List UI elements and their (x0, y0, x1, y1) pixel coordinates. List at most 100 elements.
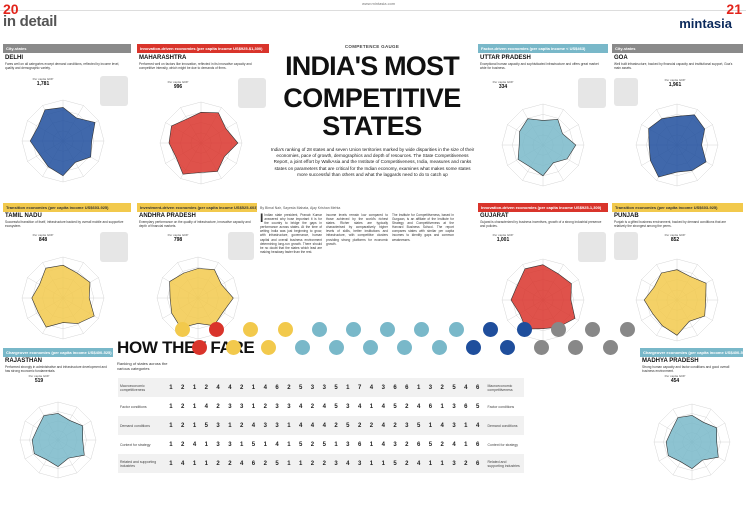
rank-cell: 5 (475, 403, 480, 410)
rank-cell: 3 (216, 441, 220, 448)
rank-cell: 2 (389, 416, 401, 435)
rank-cell: 1 (424, 416, 437, 435)
rank-cell: 4 (412, 454, 425, 473)
rank-cell: 1 (412, 378, 425, 397)
rank-cell: 4 (452, 441, 456, 448)
gdp-label: Per capita GDP (28, 374, 50, 378)
rank-cell: 3 (400, 416, 413, 435)
rank-cell: 2 (212, 454, 224, 473)
rank-cell: 2 (181, 441, 185, 448)
table-row: Demand conditions 1 2 1 5 3 1 2 4 3 3 1 4 4 4 2 5 2 2 4 2 3 5 1… (118, 416, 524, 435)
state-category-icon (397, 340, 413, 355)
rank-cell: 4 (471, 416, 484, 435)
rank-cell: 2 (200, 378, 213, 397)
rank-cell: 4 (247, 416, 260, 435)
gdp-label: Per capita GDP (664, 374, 686, 378)
rank-cell: 3 (212, 416, 224, 435)
rank-cell: 2 (235, 378, 248, 397)
rank-cell: 3 (424, 378, 437, 397)
rank-cell: 5 (334, 403, 338, 410)
section-subtitle: Ranking of states across the various cat… (117, 361, 168, 371)
rank-cell: 1 (188, 416, 201, 435)
rank-cell: 3 (240, 403, 244, 410)
rank-cell: 4 (259, 378, 272, 397)
rank-cell: 4 (294, 416, 307, 435)
rank-cell: 6 (471, 454, 484, 473)
india-map-icon (614, 78, 638, 106)
rank-cell: 2 (181, 403, 185, 410)
row-label: Context for strategy (120, 442, 151, 447)
rank-cell: 2 (176, 378, 189, 397)
radar-series (169, 268, 234, 329)
panel-bar: City-states (612, 44, 743, 53)
gdp-label: Per capita GDP (32, 77, 54, 81)
state-description: Exceptional human capacity and sophistic… (480, 62, 599, 70)
rank-cell: 4 (204, 403, 208, 410)
rank-cell: 3 (228, 441, 232, 448)
state-name: TAMIL NADU (5, 213, 42, 219)
rank-cell: 6 (400, 378, 413, 397)
section-heading: HOW THEY FARE (117, 338, 255, 357)
gdp-value: 1,961 (668, 82, 682, 88)
gdp-label: Per capita GDP (664, 233, 686, 237)
india-map-icon (238, 78, 266, 108)
rank-cell: 2 (263, 403, 267, 410)
rank-cell: 4 (212, 378, 224, 397)
rank-cell: 1 (188, 454, 201, 473)
rank-cell: 7 (353, 378, 366, 397)
state-category-icon (260, 340, 276, 355)
rank-cell: 1 (165, 416, 177, 435)
state-category-icon (226, 340, 242, 355)
radar-series (643, 269, 707, 336)
header-rule (0, 10, 746, 11)
state-category-icon (175, 322, 190, 337)
state-description: Exemplary performance on the quality of … (139, 220, 251, 228)
rank-cell: 5 (428, 441, 433, 448)
state-description: Strong human capacity and factor conditi… (642, 365, 730, 373)
rank-cell: 1 (200, 454, 213, 473)
rank-cell: 4 (365, 378, 378, 397)
panel-bar: City-states (3, 44, 131, 53)
india-map-icon (228, 232, 254, 260)
headline-line-2: COMPETITIVE (283, 83, 461, 113)
rank-cell: 1 (165, 378, 177, 397)
radar-chart (635, 258, 719, 342)
row-label: Macroeconomic competitiveness (483, 378, 524, 397)
rank-cell: 6 (475, 441, 480, 448)
row-label: Related and supporting industries (483, 454, 524, 473)
headline-line-3: STATES (322, 111, 422, 141)
state-category-icon (243, 322, 259, 337)
state-name: UTTAR PRADESH (480, 55, 531, 61)
gdp-value: 519 (34, 378, 44, 384)
rank-cell: 3 (377, 378, 390, 397)
radar-series (665, 415, 719, 469)
state-description: Successful transition of itself, infrast… (5, 220, 124, 228)
rank-cell: 1 (369, 403, 374, 410)
rank-cell: 1 (282, 416, 295, 435)
panel-bar: Transition economies (per capita income … (3, 203, 131, 212)
radar-chart (21, 99, 105, 183)
state-category-icon (346, 322, 361, 337)
table-row: Context for strategy 1 2 4 1 3 3 1 5 1 4 1 5 2 5 1 3 6 1 4 3… (118, 435, 524, 454)
rank-cell: 4 (192, 441, 197, 448)
panel-bar: Innovation-driven economies (per capita … (478, 203, 608, 212)
row-label: Context for strategy (487, 442, 519, 447)
rank-cell: 5 (271, 454, 283, 473)
state-category-icon (431, 340, 447, 355)
state-category-icon (619, 322, 635, 337)
rank-cell: 1 (424, 454, 437, 473)
radar-series (517, 118, 577, 177)
panel-bar: Investment-driven economies (per capita … (137, 203, 257, 212)
rank-cell: 2 (318, 454, 331, 473)
rank-cell: 3 (353, 454, 366, 473)
radar-series (168, 111, 239, 175)
rank-cell: 1 (223, 416, 236, 435)
rank-cell: 2 (176, 416, 189, 435)
rank-cell: 2 (400, 454, 413, 473)
gdp-value: 454 (670, 378, 680, 384)
gdp-label: Per capita GDP (32, 233, 54, 237)
rank-cell: 6 (464, 403, 468, 410)
row-label: Factor conditions (487, 404, 515, 409)
rank-cell: 2 (405, 403, 409, 410)
rank-cell: 1 (282, 454, 295, 473)
